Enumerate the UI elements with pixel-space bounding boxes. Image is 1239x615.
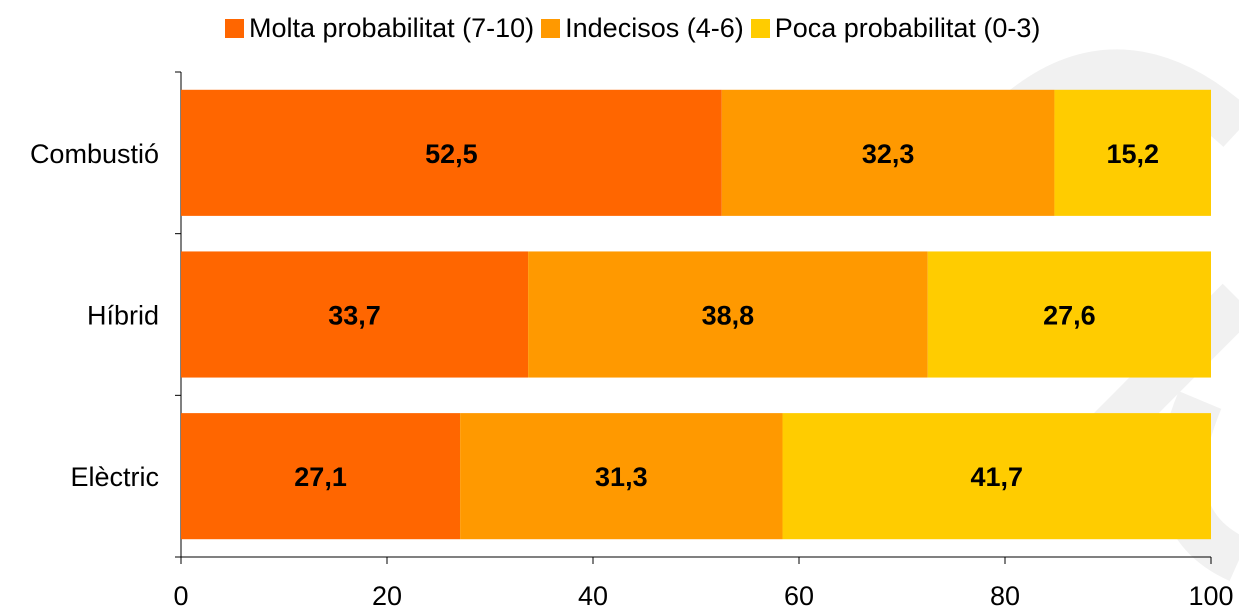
category-label: Combustió (30, 139, 159, 169)
data-label: 41,7 (970, 462, 1023, 492)
bar-segment (460, 413, 783, 540)
data-label: 38,8 (702, 301, 755, 331)
bar-segment (181, 89, 722, 216)
legend-swatch-undecided (541, 18, 561, 38)
bar-segment (181, 251, 529, 378)
bar-segment (181, 413, 461, 540)
bar-segment (927, 251, 1211, 378)
bar-segment (528, 251, 928, 378)
data-label: 27,6 (1043, 301, 1096, 331)
x-tick-label: 100 (1188, 581, 1233, 611)
legend-label-undecided: Indecisos (4-6) (565, 12, 744, 43)
legend-label-low: Poca probabilitat (0-3) (774, 12, 1041, 43)
data-label: 27,1 (294, 462, 347, 492)
data-label: 31,3 (595, 462, 648, 492)
x-tick-label: 0 (173, 581, 188, 611)
x-tick-label: 20 (372, 581, 402, 611)
x-tick-label: 40 (578, 581, 608, 611)
x-tick-label: 80 (990, 581, 1020, 611)
bar-segment (782, 413, 1211, 540)
legend-label-high: Molta probabilitat (7-10) (249, 12, 535, 43)
category-label: Elèctric (70, 462, 159, 492)
legend-item-high: Molta probabilitat (7-10) (225, 13, 534, 44)
legend-swatch-high (225, 18, 244, 38)
legend: Molta probabilitat (7-10) Indecisos (4-6… (225, 8, 1047, 48)
data-label: 32,3 (862, 139, 915, 169)
category-label: Híbrid (87, 301, 159, 331)
data-label: 15,2 (1106, 139, 1159, 169)
data-label: 52,5 (425, 139, 478, 169)
bar-segment (721, 89, 1055, 216)
legend-item-low: Poca probabilitat (0-3) (750, 12, 1041, 44)
data-label: 33,7 (328, 301, 381, 331)
legend-item-undecided: Indecisos (4-6) (541, 13, 744, 44)
x-tick-label: 60 (784, 581, 814, 611)
legend-swatch-low (750, 18, 770, 38)
bar-segment (1054, 89, 1211, 216)
